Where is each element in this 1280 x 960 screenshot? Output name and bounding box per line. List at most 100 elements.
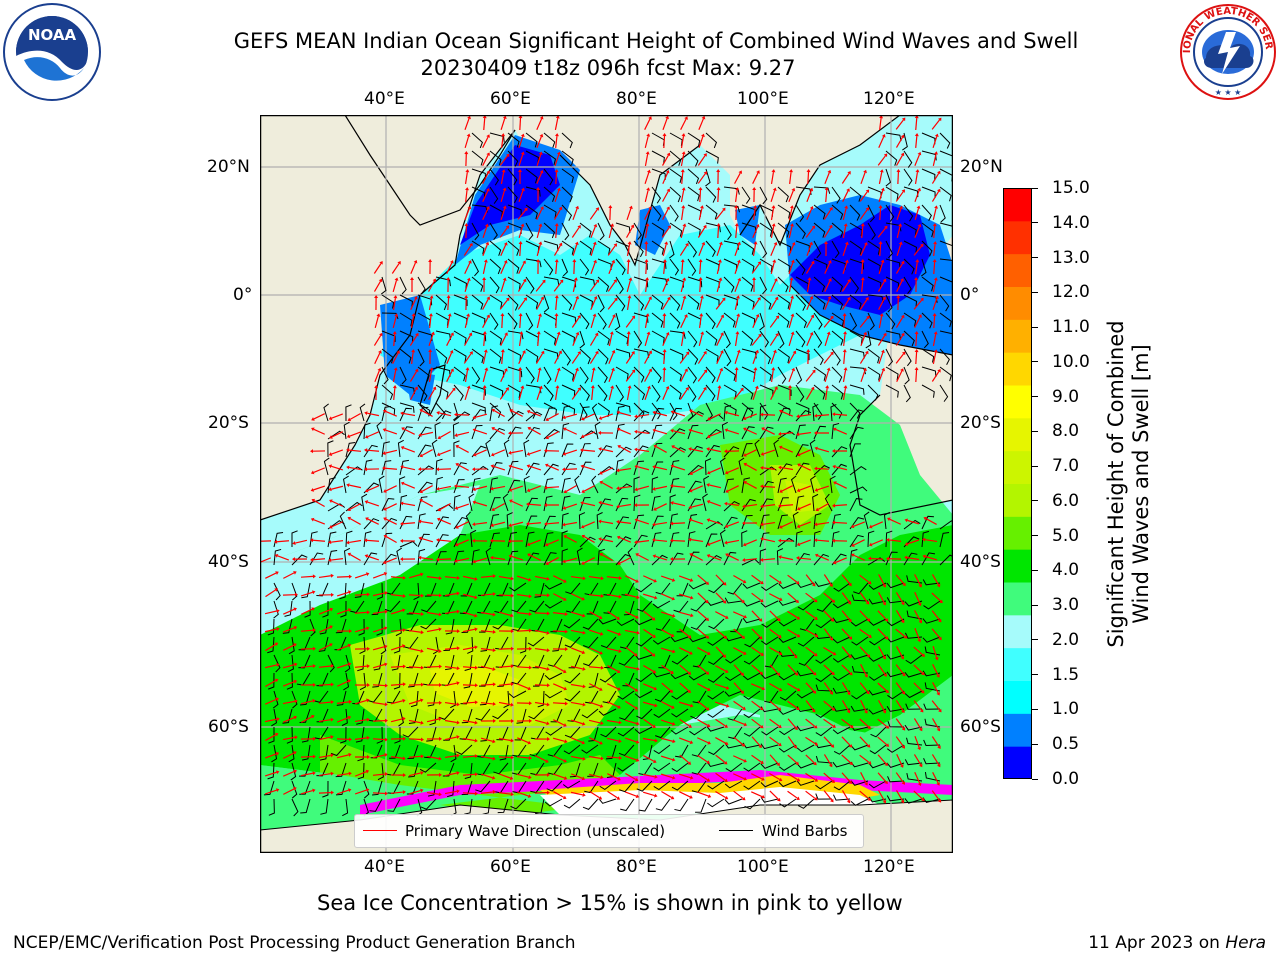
wave-arrow bbox=[428, 388, 435, 400]
wave-arrow-head bbox=[829, 637, 833, 641]
wind-barb bbox=[384, 600, 401, 613]
wave-arrow bbox=[590, 316, 596, 329]
wind-barb bbox=[692, 654, 707, 668]
wave-arrow bbox=[878, 574, 885, 586]
wind-barb bbox=[591, 403, 599, 422]
wind-barb bbox=[492, 708, 509, 720]
wind-barb bbox=[651, 476, 659, 494]
wave-arrow-head bbox=[779, 489, 783, 493]
wind-barb bbox=[543, 532, 554, 548]
wind-barb bbox=[798, 654, 815, 666]
wave-arrow-head bbox=[761, 427, 765, 431]
wave-arrow-head bbox=[900, 134, 905, 139]
wind-barb bbox=[417, 348, 425, 367]
wave-arrow bbox=[318, 665, 332, 668]
wave-arrow-head bbox=[294, 592, 298, 597]
wave-arrow-head bbox=[482, 115, 487, 119]
wave-arrow-head bbox=[829, 224, 833, 229]
wave-arrow-head bbox=[582, 792, 586, 797]
wave-arrow bbox=[619, 467, 632, 471]
wave-arrow bbox=[662, 280, 669, 292]
wave-arrow-head bbox=[737, 241, 741, 246]
wind-barb bbox=[725, 672, 743, 682]
wave-arrow bbox=[763, 521, 776, 525]
wind-barb bbox=[651, 186, 662, 204]
wave-arrow-head bbox=[577, 351, 581, 355]
wind-barb bbox=[653, 708, 671, 719]
wind-barb bbox=[507, 384, 521, 399]
wave-arrow-head bbox=[438, 682, 442, 687]
wave-arrow bbox=[770, 280, 777, 292]
wave-arrow-head bbox=[438, 593, 442, 598]
wave-arrow bbox=[907, 556, 920, 561]
wind-barb bbox=[496, 582, 509, 597]
colorbar-swatch bbox=[1003, 483, 1032, 517]
wave-arrow bbox=[816, 539, 830, 542]
wave-arrow bbox=[403, 483, 416, 489]
wave-arrow bbox=[895, 191, 904, 202]
wave-arrow bbox=[465, 225, 467, 239]
wind-barb bbox=[903, 240, 918, 254]
wave-arrow-head bbox=[865, 601, 870, 605]
wave-arrow bbox=[482, 370, 487, 383]
wave-arrow bbox=[583, 502, 596, 507]
wind-barb bbox=[886, 654, 905, 660]
wave-arrow-head bbox=[846, 709, 851, 714]
wave-arrow-head bbox=[474, 627, 478, 632]
wave-arrow-head bbox=[932, 223, 937, 227]
wave-arrow-head bbox=[394, 277, 399, 281]
wave-arrow-head bbox=[599, 480, 604, 485]
wave-arrow-head bbox=[689, 740, 694, 745]
wave-arrow-head bbox=[347, 643, 352, 648]
wave-arrow-head bbox=[847, 171, 851, 175]
wave-arrow-head bbox=[598, 430, 602, 435]
wave-arrow bbox=[709, 539, 722, 545]
wave-arrow bbox=[480, 648, 494, 651]
wave-arrow bbox=[691, 410, 703, 417]
wave-arrow-head bbox=[760, 504, 764, 509]
wave-arrow bbox=[716, 352, 723, 364]
wind-barb bbox=[651, 204, 662, 222]
wave-arrow bbox=[770, 208, 775, 221]
wave-arrow bbox=[444, 647, 458, 650]
wave-arrow-head bbox=[468, 260, 472, 264]
wave-arrow bbox=[553, 281, 562, 292]
wave-arrow bbox=[606, 576, 620, 579]
wind-barb bbox=[477, 654, 491, 669]
wind-barb bbox=[453, 294, 468, 307]
wind-barb bbox=[867, 276, 882, 289]
wave-arrow bbox=[601, 554, 613, 561]
wave-arrow bbox=[697, 664, 708, 674]
wind-barb bbox=[779, 798, 797, 808]
wave-arrow bbox=[265, 734, 277, 741]
wave-arrow-head bbox=[883, 332, 887, 337]
wave-arrow-head bbox=[667, 225, 671, 229]
wave-arrow bbox=[787, 754, 798, 764]
wind-barb bbox=[489, 276, 500, 294]
wave-arrow bbox=[331, 449, 344, 455]
wind-barb bbox=[543, 150, 557, 165]
wind-barb bbox=[885, 294, 893, 313]
wave-arrow-head bbox=[635, 615, 639, 619]
wave-arrow bbox=[331, 431, 343, 438]
wind-barb bbox=[923, 739, 941, 747]
lon-tick-top-80: 80°E bbox=[616, 89, 657, 109]
wave-arrow-head bbox=[474, 683, 478, 688]
wind-barb bbox=[795, 384, 805, 402]
wave-arrow-head bbox=[293, 625, 298, 630]
wave-arrow-head bbox=[274, 732, 279, 737]
wave-arrow-head bbox=[896, 295, 901, 299]
wave-arrow-head bbox=[558, 242, 563, 247]
wind-barb bbox=[704, 458, 712, 476]
wind-barb bbox=[381, 348, 394, 364]
wave-arrow-head bbox=[346, 448, 350, 453]
wave-arrow bbox=[691, 467, 703, 474]
wind-barb bbox=[921, 530, 930, 548]
wave-arrow bbox=[392, 280, 398, 293]
wave-arrow-head bbox=[688, 488, 693, 493]
wind-barb bbox=[921, 312, 933, 329]
wave-arrow-head bbox=[705, 617, 710, 621]
wave-arrow bbox=[696, 791, 709, 797]
wind-barb bbox=[381, 294, 395, 309]
wind-barb bbox=[707, 780, 725, 790]
